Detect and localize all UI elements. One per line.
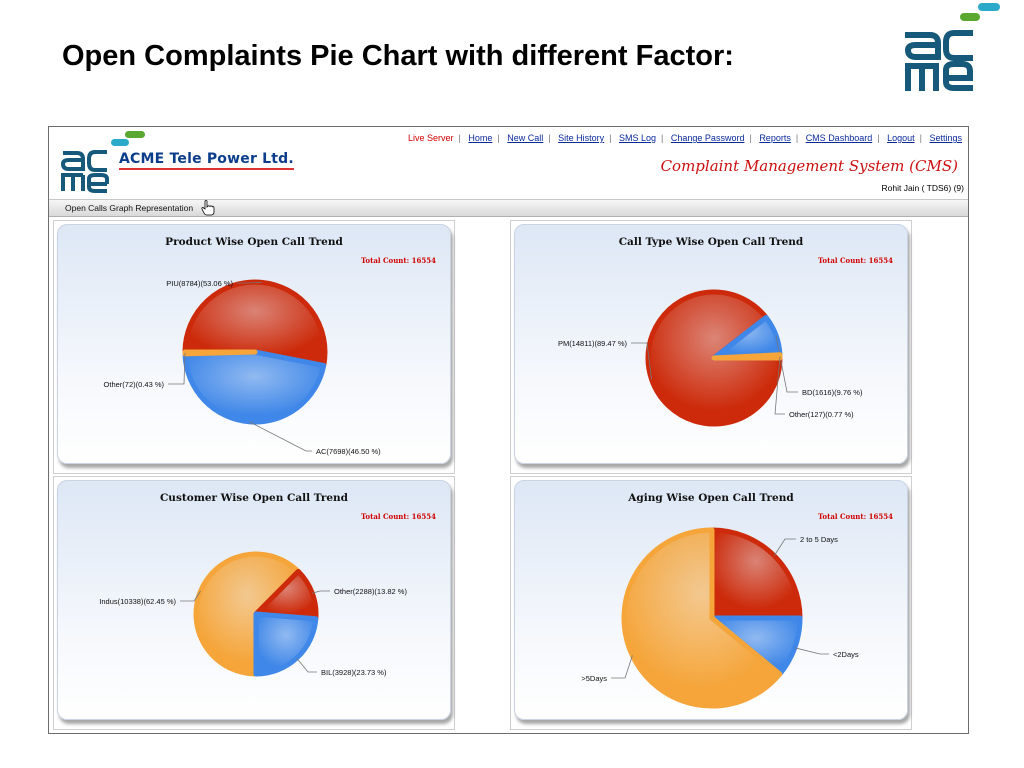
chart-title: Aging Wise Open Call Trend [627, 492, 794, 504]
user-info: Rohit Jain ( TDS6) (9) [881, 183, 964, 193]
hand-cursor-icon [201, 200, 215, 216]
leader-line [794, 647, 829, 655]
call-type-wise-pie-chart: Call Type Wise Open Call Trend Total Coun… [558, 236, 893, 427]
total-count: Total Count: 16554 [361, 512, 436, 521]
tab-open-calls-graph[interactable]: Open Calls Graph Representation [65, 203, 194, 213]
leader-line [249, 421, 312, 452]
pie-slice-2-to-5-days[interactable] [709, 527, 803, 621]
slide-title: Open Complaints Pie Chart with different… [62, 40, 734, 72]
slice-label: PIU(8784)(53.06 %) [166, 279, 233, 288]
chart-title: Call Type Wise Open Call Trend [619, 236, 804, 248]
slice-label: AC(7698)(46.50 %) [316, 447, 381, 456]
pie-slice-other[interactable] [711, 352, 783, 361]
nav-settings-link[interactable]: Settings [929, 133, 962, 143]
customer-wise-panel: Customer Wise Open Call Trend Total Count… [53, 476, 455, 730]
slice-label: BIL(3928)(23.73 %) [321, 668, 387, 677]
chart-card: Customer Wise Open Call Trend Total Count… [57, 480, 451, 720]
slice-label: PM(14811)(89.47 %) [558, 339, 628, 348]
chart-title: Product Wise Open Call Trend [165, 236, 343, 248]
call-type-wise-panel: Call Type Wise Open Call Trend Total Coun… [510, 220, 912, 474]
chart-card: Aging Wise Open Call Trend Total Count: 1… [514, 480, 908, 720]
total-count: Total Count: 16554 [361, 256, 436, 265]
slice-label: 2 to 5 Days [800, 535, 838, 544]
leader-line [168, 352, 186, 385]
slice-label: Other(2288)(13.82 %) [334, 587, 407, 596]
aging-wise-pie-chart: Aging Wise Open Call Trend Total Count: 1… [581, 492, 893, 709]
nav-reports-link[interactable]: Reports [759, 133, 791, 143]
pie-slice-bil[interactable] [253, 611, 319, 677]
slice-label: <2Days [833, 650, 859, 659]
tab-bar: Open Calls Graph Representation [49, 199, 968, 217]
pie-slice-piu[interactable] [182, 279, 328, 368]
pie-slice-other[interactable] [182, 349, 258, 357]
cms-title: Complaint Management System (CMS) [660, 157, 958, 175]
chart-card: Product Wise Open Call Trend Total Count:… [57, 224, 451, 464]
leader-line [773, 538, 796, 556]
total-count: Total Count: 16554 [818, 512, 893, 521]
nav-change-password-link[interactable]: Change Password [670, 133, 745, 143]
company-name: ACME Tele Power Ltd. [119, 151, 294, 170]
leader-line [774, 356, 785, 415]
leader-line [611, 655, 633, 679]
leader-line [631, 342, 652, 380]
pie-slice-indus[interactable] [193, 551, 301, 677]
slice-label: Indus(10338)(62.45 %) [99, 597, 176, 606]
slice-label: BD(1616)(9.76 %) [802, 388, 863, 397]
leader-line [180, 590, 201, 602]
product-wise-pie-chart: Product Wise Open Call Trend Total Count:… [104, 236, 437, 456]
nav-home-link[interactable]: Home [468, 133, 493, 143]
leader-line [296, 657, 317, 673]
aging-wise-panel: Aging Wise Open Call Trend Total Count: 1… [510, 476, 912, 730]
cms-app-screenshot: ACME Tele Power Ltd. Live Server | Home | … [48, 126, 969, 734]
slice-label: Other(72)(0.43 %) [104, 380, 165, 389]
live-server-label: Live Server [408, 133, 454, 143]
leader-line [237, 281, 262, 284]
nav-logout-link[interactable]: Logout [887, 133, 915, 143]
chart-title: Customer Wise Open Call Trend [160, 492, 349, 504]
acme-logo-icon [904, 3, 1000, 91]
product-wise-panel: Product Wise Open Call Trend Total Count:… [53, 220, 455, 474]
top-nav: Live Server | Home | New Call | Site Histor… [408, 133, 962, 143]
acme-app-logo-icon [60, 131, 145, 193]
total-count: Total Count: 16554 [818, 256, 893, 265]
nav-sms-log-link[interactable]: SMS Log [619, 133, 657, 143]
nav-new-call-link[interactable]: New Call [507, 133, 544, 143]
slice-label: Other(127)(0.77 %) [789, 410, 854, 419]
nav-cms-dashboard-link[interactable]: CMS Dashboard [805, 133, 873, 143]
chart-card: Call Type Wise Open Call Trend Total Coun… [514, 224, 908, 464]
leader-line [312, 590, 330, 594]
slice-label: >5Days [581, 674, 607, 683]
nav-site-history-link[interactable]: Site History [558, 133, 605, 143]
customer-wise-pie-chart: Customer Wise Open Call Trend Total Count… [99, 492, 436, 677]
pie-slice-ac[interactable] [182, 349, 327, 425]
